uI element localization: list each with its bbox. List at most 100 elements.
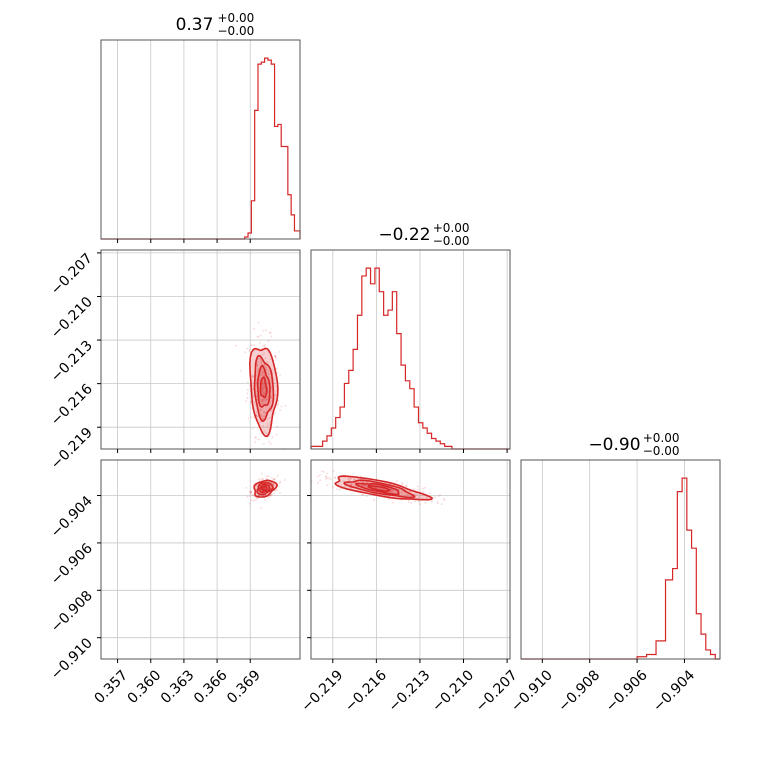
sample-point [398, 488, 401, 491]
sample-point [251, 427, 254, 430]
sample-point [259, 334, 262, 337]
x-tick-label-1-3: 0.363 [158, 667, 198, 707]
sample-point [401, 482, 404, 484]
sample-point [263, 399, 265, 402]
sample-point [325, 477, 327, 480]
sample-point [261, 415, 264, 418]
sample-point [273, 492, 276, 495]
sample-point [274, 394, 276, 397]
sample-point [425, 496, 428, 498]
panel-title-3: −0.90 [588, 435, 640, 455]
sample-point [251, 375, 254, 378]
sample-point [395, 480, 398, 483]
sample-point [279, 374, 281, 377]
sample-point [246, 389, 249, 391]
sample-point [261, 399, 263, 401]
sample-point [266, 422, 269, 425]
sample-point [343, 485, 346, 488]
sample-point [364, 484, 367, 487]
sample-point [266, 424, 269, 427]
sample-point [277, 402, 280, 405]
sample-point [436, 501, 439, 503]
sample-point [270, 494, 272, 497]
sample-point [262, 478, 265, 480]
sample-point [347, 478, 350, 480]
sample-point [424, 486, 426, 489]
contour-3-4 [367, 484, 391, 492]
sample-point [261, 370, 263, 372]
sample-point [250, 499, 253, 501]
sample-point [350, 484, 353, 486]
sample-point [248, 348, 251, 351]
sample-point [280, 405, 283, 408]
sample-point [253, 401, 256, 404]
sample-point [264, 364, 267, 367]
sample-point [259, 432, 262, 435]
sample-point [268, 417, 271, 420]
sample-point [263, 352, 266, 354]
sample-point [274, 477, 276, 480]
sample-point [261, 400, 263, 402]
sample-point [350, 483, 353, 486]
sample-point [259, 359, 262, 361]
sample-point [269, 420, 272, 423]
sample-point [425, 496, 428, 499]
sample-point [325, 475, 328, 478]
sample-point [274, 355, 277, 357]
sample-point [362, 494, 364, 497]
sample-point [262, 344, 264, 347]
sample-point [268, 372, 271, 375]
sample-point [261, 408, 263, 411]
sample-point [259, 414, 262, 416]
sample-point [390, 488, 392, 491]
sample-point [334, 476, 336, 479]
histogram-2 [310, 267, 510, 450]
sample-point [429, 492, 431, 494]
histogram-1 [101, 57, 301, 240]
sample-point [409, 490, 411, 493]
sample-point [277, 400, 280, 402]
x-tick-label-3-4: −0.904 [650, 667, 698, 715]
sample-point [380, 487, 383, 490]
sample-point [263, 385, 266, 387]
sample-point [325, 475, 327, 478]
sample-point [256, 371, 259, 373]
sample-point [278, 482, 281, 484]
sample-point [249, 491, 252, 494]
sample-point [250, 344, 253, 347]
sample-point [235, 344, 237, 347]
panel-title-1: 0.37 [176, 15, 214, 35]
sample-point [362, 481, 365, 483]
sample-point [267, 475, 270, 478]
sample-point [260, 361, 262, 364]
x-tick-label-1-2: 0.360 [125, 667, 165, 707]
sample-point [255, 499, 257, 501]
sample-point [274, 355, 277, 358]
y-tick-label-2-2: −0.210 [48, 294, 96, 342]
sample-point [318, 474, 321, 477]
sample-point [272, 478, 275, 480]
sample-point [258, 409, 261, 412]
panel-title-minus-2: −0.00 [433, 234, 470, 248]
sample-point [275, 389, 278, 392]
sample-point [244, 351, 247, 354]
sample-point [264, 387, 266, 389]
sample-point [319, 479, 322, 482]
pair-panel-1-3 [100, 459, 301, 660]
sample-point [278, 351, 281, 353]
sample-point [354, 485, 357, 487]
sample-point [265, 398, 268, 401]
sample-point [362, 481, 365, 483]
sample-point [262, 425, 265, 427]
sample-point [265, 368, 268, 371]
x-tick-label-1-4: 0.366 [191, 667, 231, 707]
sample-point [273, 484, 275, 486]
sample-point [262, 392, 265, 395]
sample-point [269, 331, 272, 334]
diag-panel-3: −0.90 +0.00−0.00 [520, 431, 721, 660]
sample-point [269, 332, 271, 334]
sample-point [255, 436, 257, 439]
sample-point [246, 347, 249, 350]
y-tick-label-2-5: −0.219 [48, 425, 96, 473]
pair-frame-3 [310, 459, 511, 660]
